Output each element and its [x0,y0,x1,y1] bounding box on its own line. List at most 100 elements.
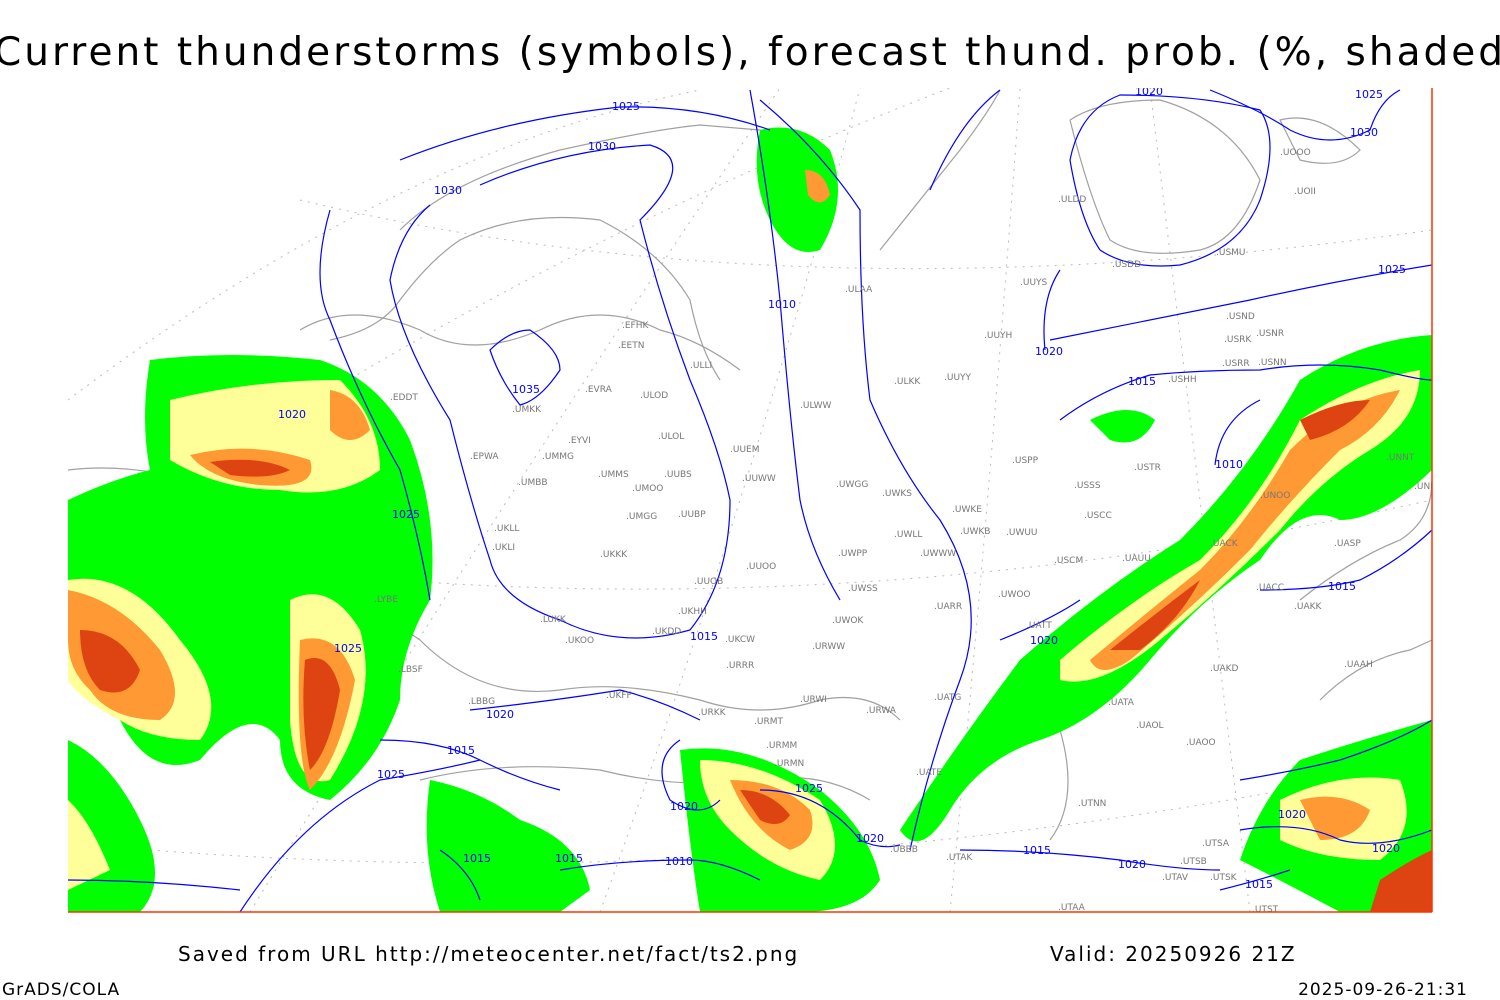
station-label: .UATE [916,768,942,778]
station-label: .UBBB [890,845,918,855]
station-label: .ULDD [1058,195,1086,205]
station-label: .UWSS [848,584,878,594]
source-url-text: Saved from URL http://meteocenter.net/fa… [178,942,800,966]
station-label: .UACC [1256,583,1284,593]
isobar-label: 1020 [1035,345,1063,358]
isobar-label: 1010 [1215,458,1243,471]
station-label: .UACK [1210,539,1239,549]
station-label: .UUOB [694,577,723,587]
station-label: .USHH [1168,375,1197,385]
isobar-label: 1030 [588,140,616,153]
isobar-label: 1015 [555,852,583,865]
software-credit: GrADS/COLA [2,980,121,1000]
station-label: .UWPP [838,549,868,559]
station-label: .USRK [1224,335,1252,345]
station-label: .UKOO [565,636,594,646]
station-label: .UUBS [664,470,692,480]
station-label: .URKK [698,708,727,718]
isobar-label: 1010 [768,298,796,311]
station-label: .UTAK [946,853,973,863]
station-label: .UATT [1026,621,1052,631]
station-label: .UTNN [1078,799,1106,809]
station-label: .EDDT [390,393,418,403]
isobar-label: 1015 [1328,580,1356,593]
station-label: .EPWA [470,452,499,462]
station-label: .URWI [800,695,827,705]
station-label: .UTST [1252,905,1279,915]
station-label: .UTSB [1180,857,1207,867]
station-label: .UMMG [542,452,574,462]
isobar-label: 1025 [334,642,362,655]
station-label: .UNBB [1414,482,1443,492]
station-label: .UWWW [920,549,956,559]
station-label: .ULOD [640,391,668,401]
isobar-label: 1020 [856,832,884,845]
isobar-label: 1015 [690,630,718,643]
station-label: .UUYH [984,331,1012,341]
station-label: .LBBG [468,697,495,707]
station-label: .URMT [754,717,783,727]
isobar-label: 1020 [1278,808,1306,821]
station-label: .LBSF [398,665,423,675]
isobar-label: 1015 [1023,844,1051,857]
station-label: .UWKS [882,489,912,499]
station-label: .EFHK [622,321,649,331]
station-label: .UMOO [632,484,663,494]
station-label: .LYBE [374,595,398,605]
isobar-label: 1010 [665,855,693,868]
station-label: .UKFF [606,691,632,701]
station-label: .URWA [866,706,897,716]
isobar-label: 1020 [1135,85,1163,98]
station-label: .USMU [1216,248,1246,258]
isobar-label: 1025 [1355,88,1383,101]
station-label: .UWLL [894,530,922,540]
station-label: .UUYY [944,373,972,383]
generated-timestamp: 2025-09-26-21:31 [1298,980,1468,1000]
station-label: .UOOO [1280,148,1311,158]
station-label: .UAUU [1122,554,1151,564]
station-label: .UAKD [1210,664,1239,674]
station-label: .UKCW [725,635,755,645]
station-label: .ULLI [690,361,712,371]
station-label: .ULKK [894,377,921,387]
station-label: .ULWW [800,401,832,411]
station-label: .UUBP [678,510,706,520]
station-label: .USTR [1134,463,1161,473]
station-labels: .EDDT .EFHK .EETN .EVRA .ULOD .ULLI .UMKK .EYVI… [374,148,1443,915]
station-label: .UNOO [1260,491,1290,501]
isobar-label: 1025 [392,508,420,521]
station-label: .UUWW [742,474,776,484]
valid-time-text: Valid: 20250926 21Z [1050,942,1297,966]
station-label: .UUOO [746,562,776,572]
station-label: .USNR [1256,329,1284,339]
isobar-label: 1015 [447,744,475,757]
station-label: .UAKK [1294,602,1323,612]
station-label: .ULAA [845,285,873,295]
station-label: .EETN [618,341,644,351]
station-label: .UKDD [652,627,681,637]
station-label: .UTAA [1058,903,1086,913]
station-label: .UATA [1108,698,1135,708]
station-label: .USNN [1258,358,1287,368]
station-label: .ULOL [658,432,684,442]
station-label: .UARR [934,602,962,612]
station-label: .UATG [934,693,961,703]
map-title: Current thunderstorms (symbols), forecas… [0,30,1500,75]
station-label: .URMN [774,759,804,769]
station-label: .URMM [766,741,797,751]
station-label: .UASP [1334,539,1361,549]
station-label: .UTSK [1210,873,1238,883]
isobar-label: 1020 [486,708,514,721]
station-label: .UKLI [492,543,515,553]
station-label: .UTAV [1162,873,1189,883]
station-label: .UWGG [836,480,868,490]
station-label: .URRR [726,661,754,671]
station-label: .LUKK [540,615,567,625]
station-label: .UAOL [1136,721,1164,731]
isobar-label: 1030 [1350,126,1378,139]
isobar-label: 1020 [1030,634,1058,647]
station-label: .UUYS [1020,278,1048,288]
isobar-labels: 1025 1030 1030 1035 1020 1025 1020 1025 1030 1025… [278,85,1406,891]
station-label: .USPP [1012,456,1039,466]
